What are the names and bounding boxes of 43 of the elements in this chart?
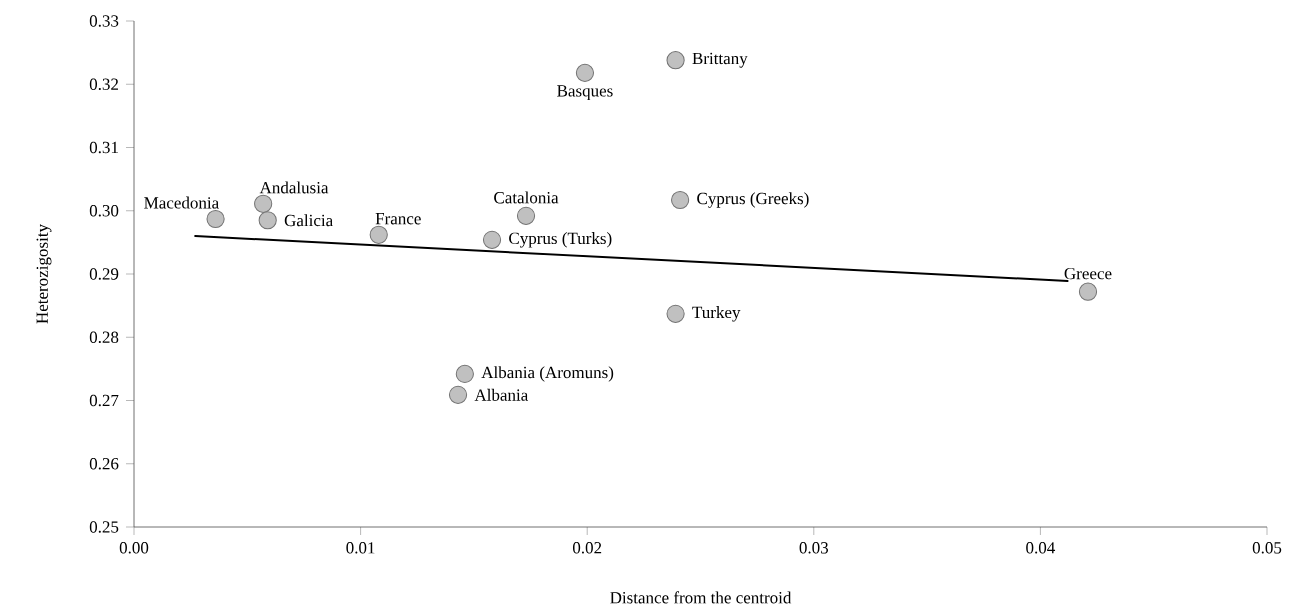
point [455, 364, 474, 384]
y-tick-label: 0.31 [89, 141, 118, 154]
y-tick-label: 0.27 [89, 394, 119, 407]
point [666, 51, 685, 70]
y-tick-label: 0.26 [89, 457, 119, 470]
annotation: Brittany [692, 52, 748, 68]
annotation: Greece [1064, 267, 1112, 280]
y-tick-label: 0.33 [89, 15, 119, 27]
annotation: France [375, 213, 421, 225]
annotation: Cyprus (Turks) [509, 232, 612, 248]
annotation: Cyprus (Greeks) [697, 192, 809, 208]
point [369, 225, 388, 244]
point [258, 211, 277, 230]
x-tick-label: 0.02 [572, 542, 602, 554]
y-tick-label: 0.30 [89, 205, 119, 217]
x-tick-label: 0.03 [799, 542, 829, 554]
annotation: Andalusia [259, 181, 329, 194]
y-tick-label: 0.25 [89, 521, 119, 533]
point [1078, 282, 1098, 301]
y-tick-label: 0.29 [89, 268, 119, 280]
annotation: Albania [474, 388, 529, 401]
point [448, 385, 468, 404]
y-tick-label: 0.28 [89, 331, 119, 344]
annotation: Galicia [284, 214, 333, 227]
x-tick-label: 0.00 [119, 542, 149, 554]
annotation: Catalonia [494, 191, 559, 204]
point [482, 230, 502, 249]
y-tick-label: 0.32 [89, 78, 118, 91]
y-axis-title: Heterozigosity [36, 224, 52, 324]
x-tick-label: 0.04 [1026, 542, 1056, 554]
annotation: Basques [557, 85, 613, 101]
annotation: Albania (Aromuns) [481, 366, 614, 382]
point [666, 304, 685, 323]
annotation: Macedonia [144, 196, 219, 209]
x-axis-title: Distance from the centroid [610, 591, 792, 604]
point [671, 190, 690, 210]
point [575, 63, 595, 82]
x-tick-label: 0.01 [346, 542, 375, 554]
point [516, 206, 536, 225]
annotation: Turkey [692, 306, 741, 322]
point [254, 194, 273, 213]
point [206, 209, 225, 229]
x-tick-label: 0.05 [1252, 542, 1282, 554]
